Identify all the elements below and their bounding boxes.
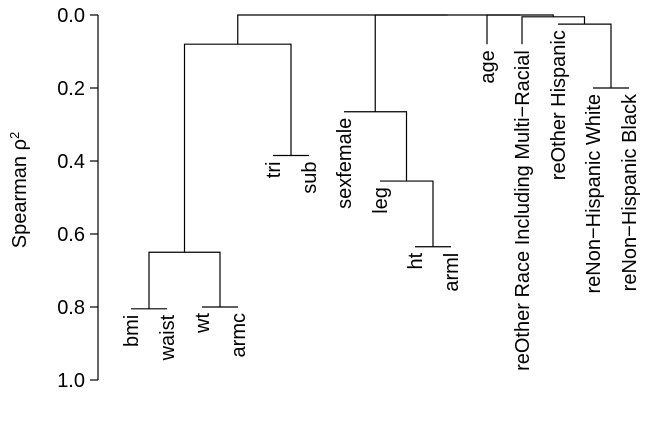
y-tick-label: 0.2 [57, 78, 85, 100]
leaf-label-bmi: bmi [121, 315, 143, 347]
merge-link-6 [380, 180, 434, 247]
leaf-label-age: age [477, 50, 499, 83]
merge-link-9 [558, 23, 612, 88]
leaf-label-renon-hispanic-white: reNon−Hispanic White [583, 94, 605, 294]
y-axis: 0.0 0.2 0.4 0.6 0.8 1.0 [57, 5, 99, 392]
leaf-label-arml: arml [441, 253, 463, 292]
y-tick-label: 0.8 [57, 297, 85, 319]
merge-link-7 [344, 111, 408, 182]
y-axis-label-text: Spearman ρ [9, 139, 31, 248]
leaf-label-armc: armc [228, 313, 250, 357]
leaf-label-leg: leg [370, 187, 392, 214]
merge-link-11 [486, 14, 554, 45]
y-tick-label: 1.0 [57, 370, 85, 392]
y-tick-label: 0.6 [57, 224, 85, 246]
leaf-labels: bmi waist wt armc tri sub sexfemale leg ht arml ag… [121, 30, 641, 371]
y-tick-label: 0.4 [57, 151, 85, 173]
merge-link-4 [183, 43, 292, 253]
leaf-label-waist: waist [157, 314, 179, 361]
dendrogram-links [131, 14, 629, 310]
leaf-label-ht: ht [405, 252, 427, 269]
merge-link-2 [148, 251, 221, 309]
y-axis-label-superscript: 2 [7, 132, 22, 139]
leaf-label-tri: tri [263, 162, 285, 179]
leaf-label-sexfemale: sexfemale [334, 118, 356, 209]
y-axis-label: Spearman ρ2 [7, 132, 32, 248]
merge-link-13 [237, 14, 448, 45]
y-tick-label: 0.0 [57, 5, 85, 27]
leaf-label-wt: wt [192, 313, 214, 334]
leaf-label-sub: sub [299, 162, 321, 194]
leaf-label-reother-race-including-multi-racial: reOther Race Including Multi−Racial [512, 50, 534, 371]
leaf-label-reother-hispanic: reOther Hispanic [548, 30, 570, 180]
leaf-label-renon-hispanic-black: reNon−Hispanic Black [619, 93, 641, 291]
